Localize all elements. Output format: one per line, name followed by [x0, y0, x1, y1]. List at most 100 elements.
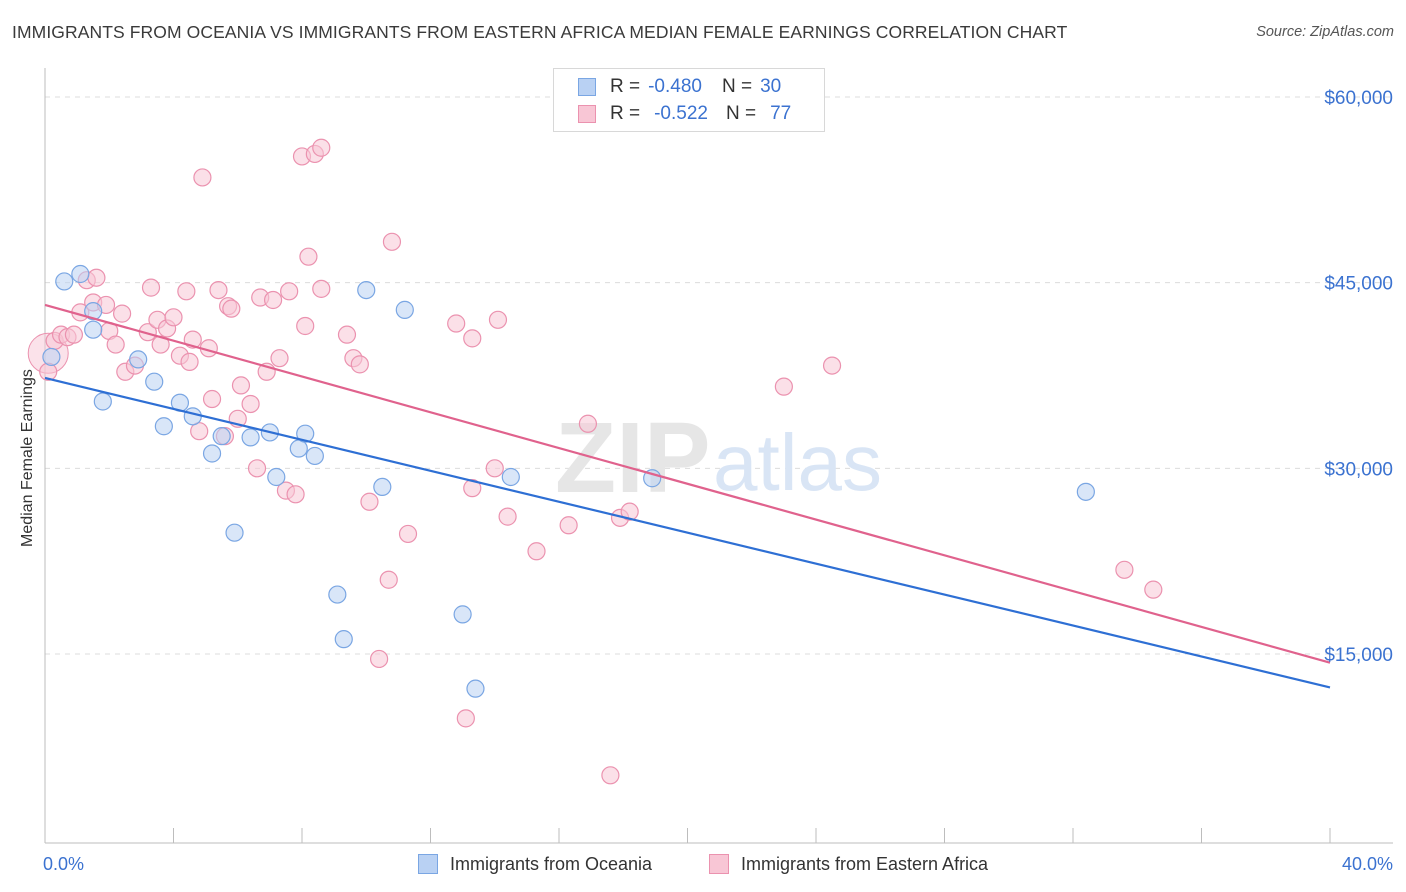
africa-trend-line	[44, 303, 1331, 664]
africa-point-61	[463, 329, 482, 348]
x-tick-label-1: 40.0%	[1342, 854, 1393, 874]
africa-point-54	[370, 649, 389, 669]
x-tick-label-0: 0.0%	[43, 854, 84, 874]
oceania-point-20	[328, 585, 347, 604]
legend-item-oceania[interactable]: Immigrants from Oceania	[418, 852, 652, 876]
africa-point-23	[180, 352, 199, 371]
oceania-point-7	[145, 372, 164, 391]
watermark-atlas: atlas	[713, 418, 882, 507]
africa-point-20	[164, 308, 183, 327]
gridlines	[45, 96, 1393, 655]
axes	[44, 68, 1393, 844]
africa-point-66	[559, 516, 578, 535]
africa-point-36	[247, 459, 267, 478]
stat-row-oceania: R = -0.480 N = 30	[578, 74, 781, 100]
series-oceania-points	[42, 264, 1095, 698]
africa-point-71	[774, 377, 793, 396]
africa-point-57	[398, 524, 418, 544]
oceania-point-16	[267, 467, 286, 487]
africa-point-32	[222, 299, 241, 318]
oceania-point-2	[71, 264, 90, 284]
africa-point-29	[209, 280, 228, 300]
oceania-point-3	[84, 302, 103, 321]
oceania-point-23	[373, 477, 392, 496]
africa-point-53	[360, 492, 379, 511]
africa-point-55	[379, 570, 398, 589]
africa-point-50	[337, 325, 357, 344]
oceania-point-27	[501, 467, 520, 487]
oceania-legend-swatch	[418, 854, 438, 874]
oceania-point-10	[183, 407, 202, 426]
africa-point-34	[231, 376, 251, 395]
tick-labels: $15,000 $30,000 $45,000 $60,000 0.0% 40.0%	[43, 88, 1393, 874]
y-axis-label: Median Female Earnings	[19, 369, 36, 547]
n-value: 77	[770, 103, 792, 124]
africa-point-28	[202, 389, 222, 409]
r-label: R =	[610, 103, 641, 124]
oceania-point-26	[466, 679, 485, 698]
oceania-point-1	[55, 272, 74, 291]
oceania-point-4	[84, 320, 103, 339]
y-tick-label-2: $45,000	[1324, 274, 1393, 295]
oceania-point-22	[357, 280, 376, 300]
series-eastern-africa-points	[27, 138, 1163, 785]
r-value: -0.522	[654, 103, 708, 124]
legend-item-eastern-africa[interactable]: Immigrants from Eastern Africa	[709, 852, 988, 876]
n-value: 30	[760, 76, 782, 97]
oceania-point-8	[154, 417, 173, 436]
africa-point-26	[193, 168, 212, 187]
oceania-point-29	[1076, 482, 1095, 501]
oceania-point-18	[296, 424, 315, 443]
africa-point-16	[141, 278, 161, 297]
africa-point-52	[350, 355, 369, 374]
legend-label-eastern-africa: Immigrants from Eastern Africa	[741, 853, 989, 874]
africa-point-58	[447, 314, 466, 333]
oceania-point-6	[129, 350, 148, 369]
oceania-point-14	[241, 428, 260, 447]
oceania-point-24	[395, 300, 414, 319]
africa-point-72	[822, 356, 842, 375]
watermark: ZIP atlas	[555, 402, 882, 514]
africa-point-63	[488, 310, 508, 329]
africa-point-12	[112, 304, 132, 323]
eastern-africa-swatch	[578, 105, 596, 123]
africa-point-62	[485, 459, 504, 478]
oceania-point-11	[202, 444, 222, 463]
africa-point-11	[106, 335, 125, 354]
n-label: N =	[721, 76, 753, 97]
africa-point-73	[1115, 560, 1134, 579]
oceania-point-28	[643, 469, 662, 488]
legend-label-oceania: Immigrants from Oceania	[450, 853, 653, 874]
oceania-trend-line	[44, 376, 1331, 689]
africa-point-42	[280, 282, 299, 301]
correlation-stats-box: R = -0.480 N = 30 R = -0.522 N = 77	[553, 68, 825, 132]
africa-point-39	[263, 290, 283, 310]
africa-point-49	[312, 138, 331, 157]
y-tick-label-1: $30,000	[1324, 459, 1393, 480]
stat-row-eastern-africa: R = -0.522 N = 77	[578, 101, 791, 127]
africa-point-70	[620, 502, 639, 521]
oceania-point-5	[93, 392, 112, 411]
africa-point-45	[296, 316, 315, 336]
oceania-point-13	[225, 523, 244, 542]
n-label: N =	[725, 103, 757, 124]
r-label: R =	[610, 76, 641, 97]
chart-title: IMMIGRANTS FROM OCEANIA VS IMMIGRANTS FR…	[12, 22, 1068, 42]
africa-point-48	[312, 279, 331, 298]
trend-lines	[44, 303, 1331, 689]
y-tick-label-3: $60,000	[1324, 88, 1393, 109]
africa-point-68	[601, 766, 620, 785]
oceania-point-12	[212, 427, 231, 446]
africa-point-43	[286, 485, 305, 504]
africa-point-60	[463, 479, 482, 498]
oceania-point-21	[334, 630, 353, 649]
africa-point-46	[299, 247, 318, 266]
africa-point-35	[241, 394, 260, 414]
y-tick-label-0: $15,000	[1324, 645, 1393, 666]
source-label: Source: ZipAtlas.com	[1256, 24, 1394, 40]
africa-point-59	[456, 709, 475, 728]
africa-point-64	[498, 507, 517, 526]
oceania-point-0	[42, 347, 61, 367]
africa-point-8	[87, 268, 106, 287]
